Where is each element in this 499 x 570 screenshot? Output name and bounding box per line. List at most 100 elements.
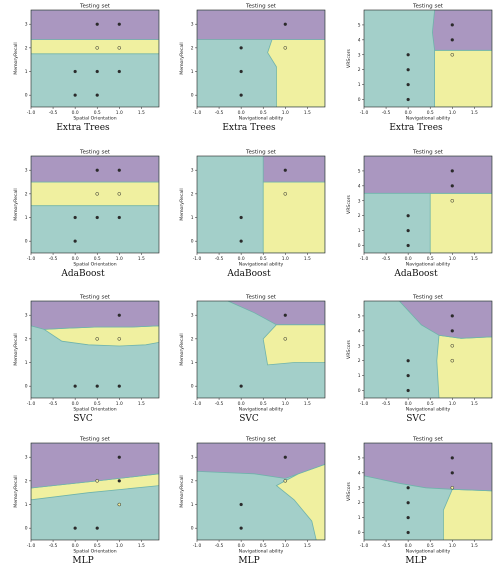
- x-axis-label: Spatial Orientation: [73, 407, 116, 413]
- y-tick-label: 0: [358, 243, 361, 249]
- y-axis-label: MemoryRecall: [179, 188, 185, 220]
- data-point: [450, 486, 455, 490]
- plot-title: Testing set: [412, 4, 444, 10]
- data-point: [283, 313, 287, 317]
- x-tick-label: 1.5: [304, 110, 311, 116]
- y-tick-label: 3: [25, 313, 28, 319]
- data-point: [450, 169, 454, 173]
- data-point: [73, 69, 77, 74]
- data-point: [95, 384, 99, 388]
- model-caption: SVC: [73, 414, 93, 424]
- data-point: [117, 479, 121, 483]
- data-point: [406, 501, 410, 505]
- y-axis-label: MemoryRecall: [13, 475, 19, 507]
- y-tick-label: 2: [358, 213, 361, 219]
- axes-frame: [196, 9, 326, 108]
- data-point: [95, 46, 99, 50]
- plot-title: Testing set: [412, 437, 444, 443]
- chart-panel: -1.0 -0.5 0.0 0.5 1.0 1.5 0 1 2 3 Testing set Navig…: [166, 291, 332, 428]
- x-axis-label: Navigational ability: [406, 407, 451, 413]
- chart-panel: -1.0 -0.5 0.0 0.5 1.0 1.5 0 1 2 3 Testing set Spati…: [0, 433, 166, 570]
- x-tick-label: -0.5: [49, 401, 58, 407]
- data-point: [406, 359, 410, 363]
- x-tick-label: -0.5: [382, 401, 391, 407]
- data-point: [406, 486, 410, 490]
- chart-panel: -1.0 -0.5 0.0 0.5 1.0 1.5 0 1 2 3 Testing set Spati…: [0, 0, 166, 137]
- axes-frame: [196, 300, 326, 399]
- data-point: [406, 83, 410, 87]
- y-tick-label: 5: [358, 313, 361, 319]
- x-tick-label: 1.5: [138, 401, 145, 407]
- chart-panel: -1.0 -0.5 0.0 0.5 1.0 1.5 0 1 2 3 4 5 Testing set Nav…: [333, 433, 499, 570]
- x-axis-label: Navigational ability: [239, 116, 284, 122]
- y-tick-label: 0: [191, 526, 194, 532]
- y-tick-label: 1: [25, 215, 28, 221]
- y-tick-label: 4: [358, 328, 361, 334]
- axes-frame: [363, 9, 493, 108]
- y-tick-label: 2: [191, 191, 194, 197]
- x-tick-label: 0.5: [260, 543, 267, 549]
- plot-title: Testing set: [79, 150, 111, 156]
- axes-frame: [196, 155, 326, 254]
- data-point: [95, 168, 99, 172]
- y-tick-label: 0: [25, 93, 28, 99]
- y-tick-label: 0: [25, 526, 28, 532]
- decision-region-teal: [31, 205, 159, 253]
- x-axis-label: Spatial Orientation: [73, 116, 116, 122]
- data-point: [73, 215, 77, 220]
- y-tick-label: 2: [25, 45, 28, 51]
- y-tick-label: 2: [191, 45, 194, 51]
- data-point: [283, 46, 288, 50]
- chart-svg: -1.0 -0.5 0.0 0.5 1.0 1.5 0 1 2 3 Testing set Navig…: [179, 437, 326, 555]
- x-tick-label: -1.0: [193, 401, 202, 407]
- data-point: [450, 314, 454, 318]
- y-tick-label: 3: [358, 52, 361, 58]
- x-tick-label: -1.0: [27, 256, 36, 262]
- axes-frame: [363, 155, 493, 254]
- x-tick-label: -0.5: [382, 256, 391, 262]
- y-tick-label: 3: [191, 168, 194, 174]
- data-point: [406, 68, 410, 72]
- x-tick-label: 1.5: [471, 256, 478, 262]
- x-tick-label: 1.0: [116, 256, 123, 262]
- data-point: [117, 384, 121, 388]
- chart-panel: -1.0 -0.5 0.0 0.5 1.0 1.5 0 1 2 3 Testing set Spati…: [0, 146, 166, 283]
- y-tick-label: 1: [25, 360, 28, 366]
- x-tick-label: 0.0: [405, 543, 412, 549]
- x-tick-label: 1.0: [449, 401, 456, 407]
- data-point: [73, 526, 77, 530]
- y-tick-label: 3: [358, 343, 361, 349]
- y-tick-label: 0: [358, 97, 361, 103]
- x-axis-label: Navigational ability: [239, 407, 284, 413]
- decision-region-yellow: [436, 334, 492, 398]
- decision-region-yellow: [434, 49, 492, 107]
- x-axis-label: Navigational ability: [239, 262, 284, 268]
- x-tick-label: 0.0: [72, 256, 79, 262]
- data-point: [239, 93, 243, 97]
- y-tick-label: 1: [25, 502, 28, 508]
- y-tick-label: 2: [25, 478, 28, 484]
- data-point: [239, 526, 243, 530]
- x-tick-label: -1.0: [360, 110, 369, 116]
- y-tick-label: 0: [25, 384, 28, 390]
- x-tick-label: 1.0: [282, 543, 289, 549]
- data-point: [239, 46, 243, 50]
- chart-svg: -1.0 -0.5 0.0 0.5 1.0 1.5 0 1 2 3 Testing set Navig…: [179, 150, 326, 268]
- data-point: [406, 229, 410, 233]
- x-tick-label: 0.0: [72, 401, 79, 407]
- x-tick-label: -1.0: [360, 256, 369, 262]
- axes-frame: [363, 442, 493, 541]
- decision-region-yellow: [262, 181, 325, 253]
- x-tick-label: 1.5: [471, 110, 478, 116]
- x-tick-label: -1.0: [360, 401, 369, 407]
- chart-svg: -1.0 -0.5 0.0 0.5 1.0 1.5 0 1 2 3 Testing set Spati…: [13, 150, 160, 268]
- y-tick-label: 4: [358, 470, 361, 476]
- decision-region-purple: [398, 301, 492, 339]
- data-point: [239, 215, 243, 220]
- x-tick-label: 0.5: [427, 256, 434, 262]
- plot-title: Testing set: [412, 295, 444, 301]
- data-point: [406, 214, 410, 218]
- data-point: [450, 53, 455, 57]
- y-tick-label: 1: [191, 215, 194, 221]
- data-point: [95, 215, 99, 220]
